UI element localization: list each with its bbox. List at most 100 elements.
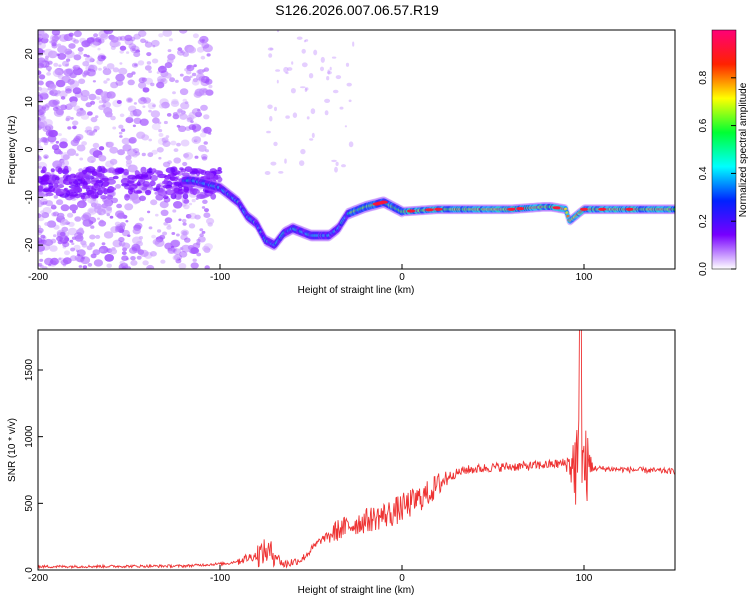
spectrogram-cell (179, 167, 184, 171)
spectrogram-cell (38, 237, 43, 244)
spectrogram-cell (121, 242, 131, 250)
spectrogram-cell (106, 63, 115, 70)
spectrogram-cell (46, 220, 57, 228)
spectrogram-cell (197, 187, 202, 191)
spectrogram-cell (299, 160, 305, 167)
spectrogram-cell (53, 195, 58, 199)
spectrogram-cell (38, 244, 45, 252)
spectrogram-cell (137, 60, 145, 66)
spectrogram-cell (146, 61, 152, 65)
spectrogram-cell (139, 118, 149, 126)
spectrogram-cell (320, 56, 325, 63)
spectrogram-cell (62, 154, 70, 160)
spectrogram-cell (89, 71, 96, 77)
spectrogram-cell (283, 66, 289, 73)
spectrogram-cell (118, 124, 124, 129)
spectrogram-cell (67, 126, 72, 130)
spectrogram-cell (131, 62, 139, 68)
snr-ytick-label: 0 (24, 567, 35, 573)
spectrogram-cell (199, 233, 204, 237)
spectrogram-cell (217, 167, 222, 172)
spectrogram-cell (348, 99, 352, 103)
chart-title: S126.2026.007.06.57.R19 (275, 2, 439, 18)
spectrogram-cell (38, 224, 42, 230)
spectrogram-cell (98, 67, 102, 71)
spectrogram-cell (74, 216, 82, 222)
spectrogram-cell (182, 161, 188, 167)
spectrogram-cell (290, 88, 296, 94)
spectrogram-cell (98, 245, 109, 254)
spectrogram-cell (155, 213, 159, 217)
spectrogram-cell (102, 68, 112, 76)
spectrogram-cell (38, 31, 42, 35)
spectrogram-cell (70, 117, 74, 120)
spectrogram-cell (89, 234, 96, 240)
spectrogram-cell (184, 68, 189, 72)
spectrogram-cell (183, 152, 194, 160)
spectrogram-cell (185, 70, 192, 75)
spectrogram-cell (47, 50, 58, 59)
spectrogram-cell (44, 138, 50, 143)
spectrogram-cell (80, 113, 90, 120)
spectrogram-cell (98, 154, 104, 159)
spectrogram-cell (38, 213, 42, 219)
spectrogram-cell (64, 250, 70, 256)
spectrogram-cell (132, 124, 136, 128)
spectrogram-cell (69, 255, 78, 262)
spectrogram-cell (83, 53, 88, 57)
spectrogram-cell (102, 180, 110, 186)
spectrogram-cell (198, 76, 207, 83)
spectrogram-cell (165, 167, 176, 174)
spectrogram-cell (184, 101, 189, 105)
spectrogram-cell (39, 184, 44, 192)
spectrogram-cell (202, 245, 210, 252)
spectrogram-cell (178, 263, 187, 269)
spectrogram-cell (87, 156, 96, 163)
spectrogram-cell (51, 204, 56, 208)
spectrogram-cell (85, 64, 95, 72)
spectrogram-cell (183, 153, 189, 158)
spectrogram-cell (133, 117, 142, 125)
spectrogram-cell (202, 199, 208, 204)
snr-series-line (38, 330, 675, 570)
spectrogram-cell (126, 51, 130, 54)
colorbar-label: Normalized spectral amplitude (738, 82, 749, 217)
spectrogram-cell (55, 188, 66, 195)
spectrogram-cell (157, 121, 162, 125)
spectrogram-cell (38, 120, 48, 128)
spectrogram-cell (204, 172, 215, 178)
spectrogram-cell (61, 161, 65, 165)
spectrogram-cell (179, 251, 188, 258)
spectrogram-cell (42, 201, 47, 205)
spectrogram-cell (73, 105, 81, 111)
spectrogram-cell (284, 158, 287, 164)
spectrogram-cell (190, 120, 194, 124)
spectrogram-cell (139, 195, 146, 202)
spectrogram-cell (110, 115, 116, 121)
spectrogram-cell (131, 243, 141, 251)
spectrogram-cell (311, 132, 315, 138)
spectrogram-cell (81, 141, 87, 146)
spectrogram-cell (128, 43, 137, 50)
spectrogram-cell (124, 38, 134, 46)
spectrogram-cell (110, 45, 116, 50)
spectrogram-cell (200, 169, 207, 175)
spectrogram-cell (172, 255, 180, 261)
spectrogram-cell (299, 86, 306, 89)
spectrogram-cell (136, 255, 142, 260)
spectrogram-cell (38, 42, 46, 50)
spectrogram-cell (296, 36, 303, 40)
spectrogram-xtick-label: 100 (576, 272, 593, 283)
snr-xtick-label: 0 (399, 573, 405, 584)
spectrogram-cell (300, 148, 306, 155)
spectrogram-cell (174, 181, 183, 187)
spectrogram-cell (53, 234, 57, 238)
spectrogram-cell (144, 41, 153, 48)
spectrogram-cell (184, 237, 191, 243)
spectrogram-cell (61, 226, 69, 233)
spectrogram-cell (96, 208, 106, 216)
spectrogram-ytick-label: 20 (24, 48, 35, 60)
snr-xtick-label: 100 (576, 573, 593, 584)
spectrogram-cell (39, 251, 43, 255)
spectrogram-cell (60, 152, 71, 160)
